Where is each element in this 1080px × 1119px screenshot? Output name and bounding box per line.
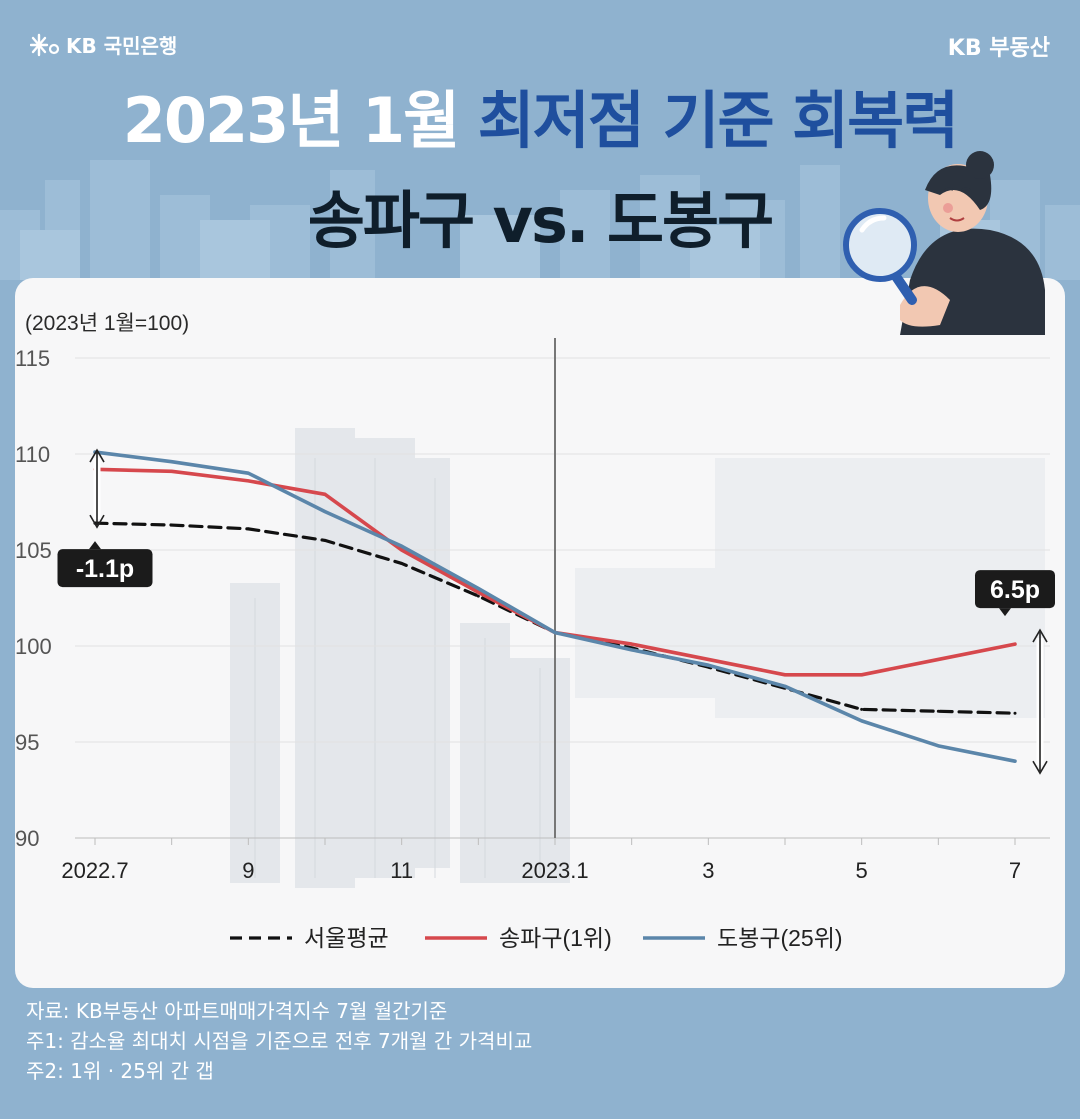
data-point	[553, 631, 557, 635]
data-point	[630, 648, 634, 652]
data-point	[170, 460, 174, 464]
x-tick-label: 7	[1009, 858, 1021, 883]
woman-with-magnifier-illustration	[843, 151, 1045, 335]
data-point	[706, 657, 710, 661]
data-point	[246, 479, 250, 483]
y-tick-label: 105	[15, 538, 52, 563]
title-highlight: 최저점 기준 회복력	[477, 84, 959, 157]
annotation-label: -1.1p	[76, 555, 134, 583]
data-point	[246, 471, 250, 475]
legend-label-1: 송파구(1위)	[499, 925, 612, 951]
x-tick-label: 11	[390, 858, 413, 883]
data-point	[246, 527, 250, 531]
data-point	[936, 744, 940, 748]
legend-label-0: 서울평균	[304, 925, 389, 951]
data-point	[476, 594, 480, 598]
annotation-box	[57, 549, 153, 588]
footnote-source: 자료: KB부동산 아파트매매가격지수 7월 월간기준	[26, 999, 448, 1023]
data-point	[400, 544, 404, 548]
data-point	[936, 657, 940, 661]
data-point	[170, 469, 174, 473]
y-tick-label: 110	[15, 442, 50, 467]
y-tick-label: 100	[15, 634, 52, 659]
gap-arrow-start	[89, 448, 105, 529]
data-point	[1013, 759, 1017, 763]
kb-bank-logo: KB 국민은행	[30, 30, 177, 59]
annotation-label: 6.5p	[990, 576, 1040, 604]
data-point	[783, 684, 787, 688]
y-tick-label: 95	[15, 730, 39, 755]
arrow-head-down	[1032, 760, 1048, 775]
arrow-head-up	[89, 448, 105, 463]
footnote-2: 주2: 1위 · 25위 간 갭	[26, 1059, 214, 1083]
data-point	[400, 561, 404, 565]
title-date: 2023년 1월	[122, 84, 460, 157]
x-tick-label: 2022.7	[61, 858, 128, 883]
gap-label-end: 6.5p	[975, 570, 1055, 617]
annotation-tail	[999, 608, 1011, 617]
apartment-background-illustration	[230, 428, 1045, 888]
legend-label-2: 도봉구(25위)	[717, 925, 843, 951]
chart-card	[15, 278, 1065, 988]
footnote-1: 주1: 감소율 최대치 시점을 기준으로 전후 7개월 간 가격비교	[26, 1029, 533, 1053]
page-title-line-2: 송파구 vs. 도봉구	[307, 184, 774, 257]
data-point	[783, 673, 787, 677]
data-point	[630, 642, 634, 646]
gap-label-start: -1.1p	[57, 541, 153, 588]
bank-logo-text: KB 국민은행	[66, 34, 178, 58]
data-point	[1013, 711, 1017, 715]
data-point	[323, 510, 327, 514]
data-point	[400, 548, 404, 552]
data-point	[170, 523, 174, 527]
data-point	[860, 673, 864, 677]
x-tick-label: 2023.1	[521, 858, 588, 883]
gap-arrow-end	[1032, 628, 1048, 775]
data-point	[476, 590, 480, 594]
data-point	[860, 707, 864, 711]
arrow-head-down	[89, 514, 105, 529]
data-point	[476, 586, 480, 590]
x-tick-label: 9	[242, 858, 254, 883]
data-point	[936, 709, 940, 713]
footnotes: 자료: KB부동산 아파트매매가격지수 7월 월간기준 주1: 감소율 최대치 …	[26, 996, 532, 1086]
kb-real-estate-logo: KB 부동산	[947, 36, 1050, 61]
annotation-box	[975, 570, 1055, 609]
data-point	[323, 492, 327, 496]
data-point	[706, 663, 710, 667]
y-tick-label: 115	[15, 346, 50, 371]
data-point	[323, 538, 327, 542]
x-tick-label: 3	[702, 858, 714, 883]
page-title-line-1: 2023년 1월 최저점 기준 회복력	[0, 70, 1080, 160]
x-tick-label: 5	[856, 858, 868, 883]
data-point	[860, 719, 864, 723]
y-unit-label: (2023년 1월=100)	[25, 312, 189, 335]
arrow-head-up	[1032, 628, 1048, 643]
y-tick-label: 90	[15, 826, 39, 851]
kb-star-icon	[30, 33, 60, 56]
data-point	[1013, 642, 1017, 646]
city-skyline-background	[0, 160, 1080, 280]
annotation-tail	[89, 541, 101, 550]
